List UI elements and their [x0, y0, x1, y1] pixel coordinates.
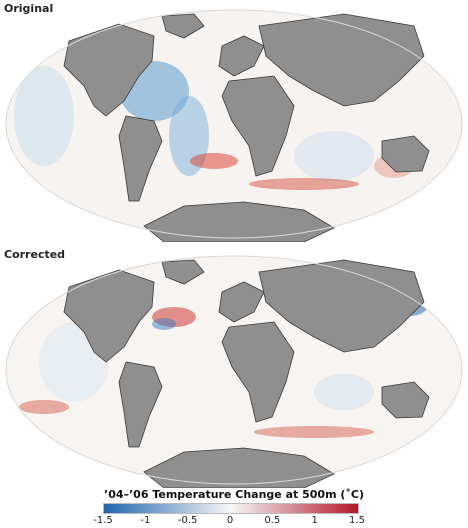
greenland [161, 13, 205, 39]
legend-tick-label: 0.5 [264, 515, 281, 526]
legend-tick-label: -1.5 [93, 515, 113, 526]
legend-tick-label: 0 [226, 515, 234, 526]
panel-label-original: Original [4, 2, 54, 15]
greenland [161, 259, 205, 285]
land-masses [63, 259, 430, 488]
map-outline [5, 9, 463, 239]
australia [381, 381, 430, 419]
australia [381, 135, 430, 173]
legend-tick-label: -1 [140, 515, 151, 526]
africa [221, 75, 295, 177]
map-original [5, 9, 463, 242]
legend-tick-label: -0.5 [177, 515, 198, 526]
africa [221, 321, 295, 423]
asia [258, 13, 425, 107]
asia [258, 259, 425, 353]
north-america [63, 269, 155, 363]
legend-color-bar [103, 503, 359, 514]
warm-anomaly-south-pacific [19, 400, 69, 414]
south-america [118, 115, 163, 202]
panel-label-corrected: Corrected [4, 248, 66, 261]
legend-tick-label: 1.5 [349, 515, 365, 526]
antarctica [143, 447, 335, 488]
legend-title: ’04–’06 Temperature Change at 500m (˚C) [104, 488, 364, 501]
warm-anomaly-southern-ocean [254, 426, 374, 438]
warm-anomaly-south-atlantic [190, 153, 238, 169]
map-corrected [5, 255, 463, 488]
europe [218, 35, 265, 77]
land-masses [63, 13, 430, 242]
anomaly-layer [14, 56, 414, 190]
europe [218, 281, 265, 323]
warm-anomaly-southern-ocean [249, 178, 359, 190]
cold-anomaly-north-atlantic [152, 318, 176, 330]
south-america [118, 361, 163, 448]
map-outline [5, 255, 463, 485]
north-america [63, 23, 155, 117]
legend-tick-label: 1 [311, 515, 318, 526]
antarctica [143, 201, 335, 242]
